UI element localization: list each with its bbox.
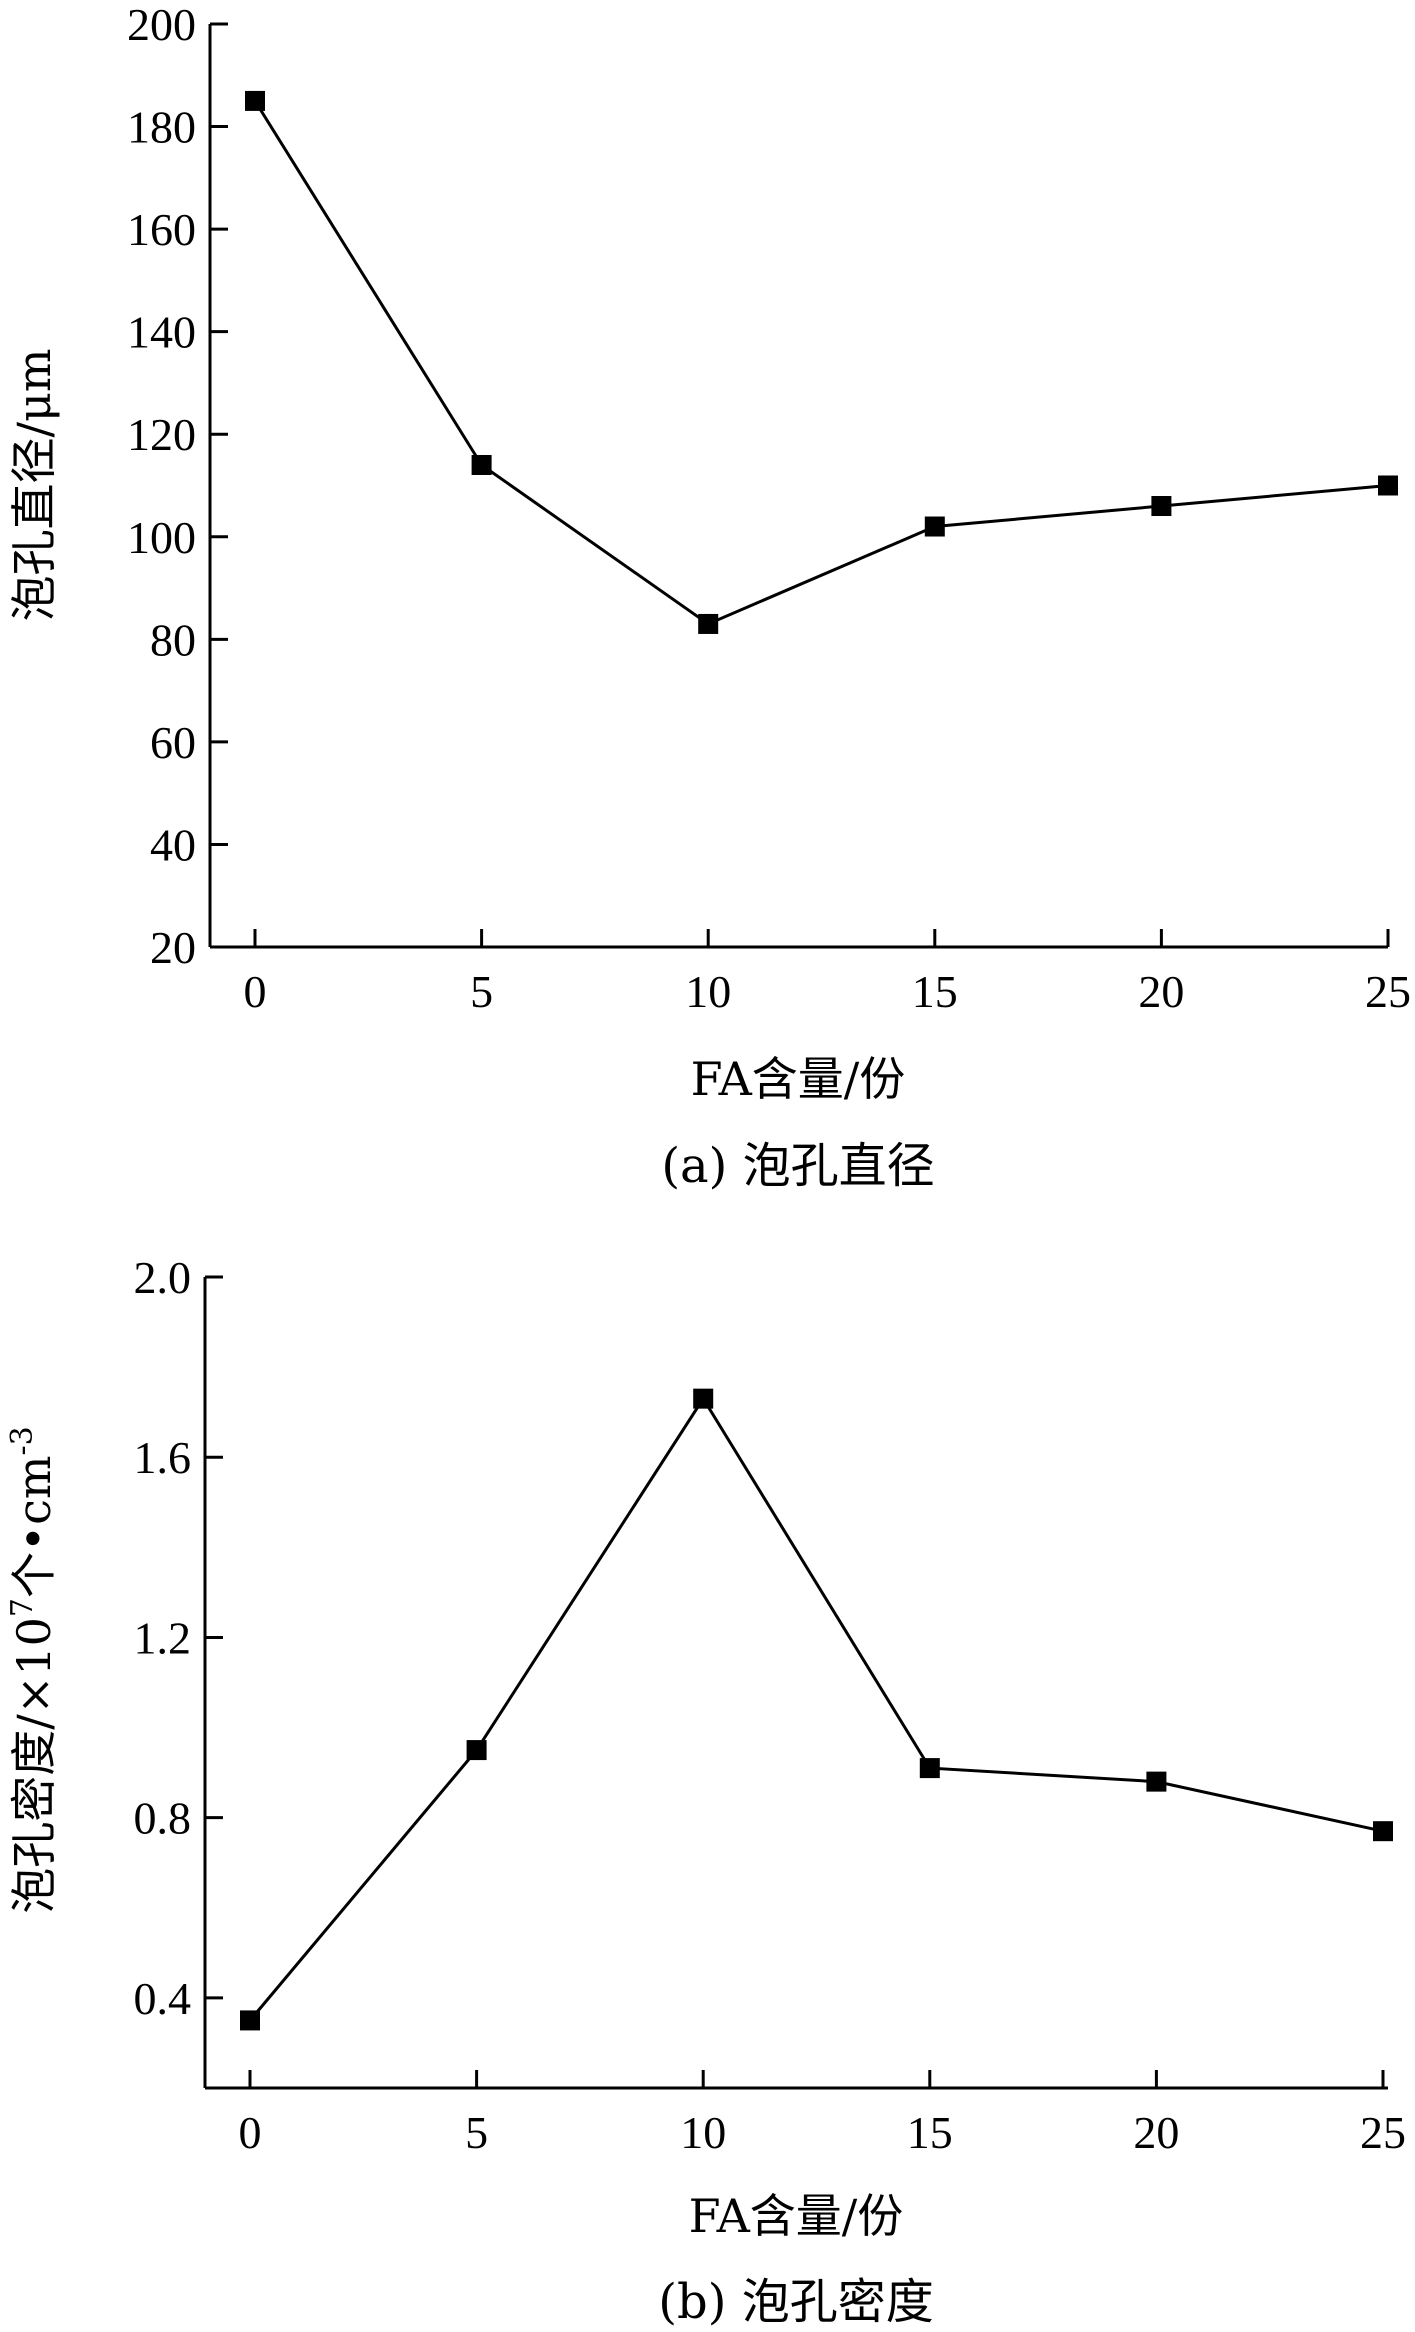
panel-a-series-line — [253, 100, 1389, 626]
panel-b-data-point — [466, 1740, 487, 1761]
panel-b-data-point — [919, 1758, 940, 1779]
panel-a: 20 40 60 80 100 120 140 160 180 200 0 5 10 15 20 25 泡孔… — [7, 0, 1411, 1194]
panel-b-y-tick-label: 0.4 — [134, 1973, 192, 2024]
panel-b-y-axis-title-sup1: 7 — [5, 1598, 40, 1617]
panel-b-y-axis-title: 泡孔密度/×107个•cm-3 — [5, 1426, 61, 1913]
panel-a-y-ticks: 20 40 60 80 100 120 140 160 180 200 — [127, 0, 228, 973]
panel-a-x-tick-label: 15 — [912, 966, 958, 1017]
panel-a-data-point — [1378, 475, 1398, 496]
panel-b-x-tick-label: 15 — [907, 2107, 953, 2158]
panel-a-data-point — [698, 613, 719, 634]
panel-b-x-tick-label: 0 — [239, 2107, 262, 2158]
panel-a-data-point — [245, 90, 265, 111]
panel-b-y-tick-label: 1.6 — [134, 1432, 192, 1483]
panel-b-y-axis-title-main: 泡孔密度/×10 — [7, 1617, 61, 1914]
panel-a-x-tick-label: 0 — [244, 966, 267, 1017]
panel-b: 0.4 0.8 1.2 1.6 2.0 0 5 10 15 20 25 泡孔密度/×107个•cm… — [5, 1252, 1406, 2330]
panel-b-x-tick-label: 10 — [680, 2107, 726, 2158]
panel-b-x-tick-label: 25 — [1360, 2107, 1406, 2158]
panel-a-y-tick-label: 40 — [150, 819, 196, 870]
panel-a-x-ticks: 0 5 10 15 20 25 — [244, 929, 1411, 1017]
panel-a-caption: (a) 泡孔直径 — [661, 1138, 934, 1194]
panel-b-y-axis-title-mid: 个•cm — [7, 1456, 61, 1599]
panel-b-data-point — [240, 2010, 260, 2031]
panel-b-data-point — [693, 1388, 714, 1409]
panel-a-y-axis-title: 泡孔直径/μm — [7, 348, 61, 621]
panel-a-y-tick-label: 100 — [127, 512, 196, 563]
panel-a-x-axis-title: FA含量/份 — [691, 1052, 906, 1106]
panel-a-data-point — [471, 454, 492, 475]
panel-b-y-axis-title-sup2: -3 — [5, 1426, 40, 1455]
panel-b-y-tick-label: 2.0 — [134, 1252, 192, 1303]
panel-a-data-point — [1151, 496, 1172, 517]
panel-b-y-tick-label: 1.2 — [134, 1612, 192, 1663]
panel-a-y-tick-label: 20 — [150, 922, 196, 973]
panel-b-points — [240, 1388, 1393, 2031]
panel-a-x-tick-label: 25 — [1365, 966, 1411, 1017]
panel-a-y-tick-label: 200 — [127, 0, 196, 50]
panel-a-y-tick-label: 140 — [127, 307, 196, 358]
panel-b-data-point — [1373, 1821, 1393, 1842]
panel-b-y-ticks: 0.4 0.8 1.2 1.6 2.0 — [134, 1252, 223, 2024]
panel-b-x-tick-label: 5 — [465, 2107, 488, 2158]
panel-b-y-tick-label: 0.8 — [134, 1793, 192, 1844]
panel-b-caption: (b) 泡孔密度 — [658, 2274, 933, 2330]
panel-b-series-line — [248, 1395, 1384, 2022]
panel-a-x-tick-label: 5 — [470, 966, 493, 1017]
panel-a-x-tick-label: 10 — [685, 966, 731, 1017]
panel-b-data-point — [1146, 1771, 1167, 1792]
panel-b-x-ticks: 0 5 10 15 20 25 — [239, 2070, 1406, 2158]
panel-a-y-tick-label: 120 — [127, 409, 196, 460]
panel-a-y-tick-label: 160 — [127, 204, 196, 255]
panel-a-y-tick-label: 180 — [127, 102, 196, 153]
panel-a-x-tick-label: 20 — [1138, 966, 1184, 1017]
panel-b-x-axis-title: FA含量/份 — [689, 2189, 904, 2243]
panel-a-y-tick-label: 80 — [150, 614, 196, 665]
panel-a-y-tick-label: 60 — [150, 717, 196, 768]
panel-a-data-point — [924, 516, 945, 537]
panel-b-x-tick-label: 20 — [1133, 2107, 1179, 2158]
panel-a-points — [245, 90, 1398, 634]
